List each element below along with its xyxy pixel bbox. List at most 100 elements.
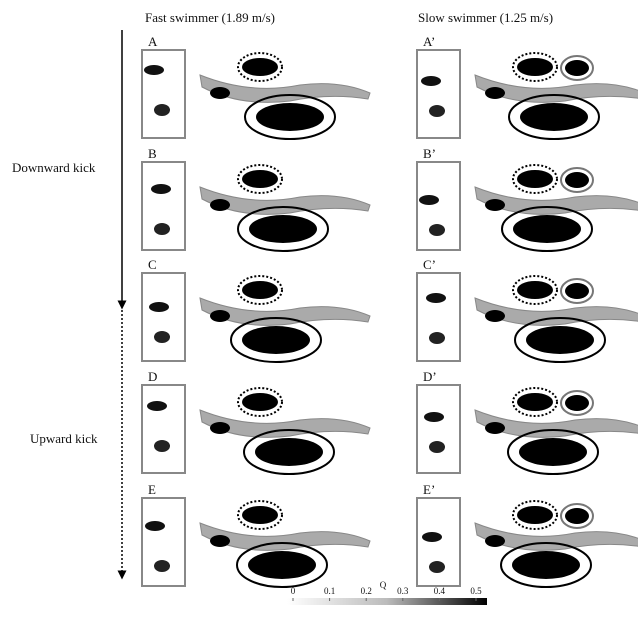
solid-ellipse [501,206,593,252]
vortex [517,506,553,524]
vortex [513,215,581,243]
colorbar-ticks: 0 0.1 0.2 0.3 0.4 0.5 [291,586,482,601]
vortex [429,561,445,573]
gray-ellipse [560,55,594,81]
swimmer [474,186,638,215]
vortex [485,422,505,434]
gray-ellipse [560,167,594,193]
dotted-ellipse [237,387,283,417]
solid-ellipse [508,94,600,140]
inset-box [416,161,461,251]
vortex [565,60,589,76]
colorbar-tick-label: 0.3 [397,586,409,596]
vortex [485,87,505,99]
gray-ellipse [560,278,594,304]
panel-label: B [148,146,157,161]
vortex [565,508,589,524]
colorbar-tick-label: 0 [291,586,296,596]
solid-ellipse [507,429,599,475]
vortex [485,535,505,547]
column-title: Slow swimmer (1.25 m/s) [418,10,553,25]
phase-label: Upward kick [30,431,98,446]
vortex [517,170,553,188]
vortex [512,551,580,579]
vortex [255,438,323,466]
dotted-ellipse [237,500,283,530]
inset-box [141,497,186,587]
swimmer [199,297,371,326]
vortex [210,422,230,434]
panel-label: D [148,369,157,384]
vortex [242,281,278,299]
colorbar-label: Q [380,580,387,590]
dotted-ellipse [512,164,558,194]
inset-box [416,497,461,587]
vortex [426,293,446,303]
colorbar-tick-label: 0.2 [361,586,372,596]
solid-ellipse [500,542,592,588]
vortex [424,412,444,422]
column-title: Fast swimmer (1.89 m/s) [145,10,275,25]
inset-box [416,272,461,362]
inset-box [141,161,186,251]
vortex [242,506,278,524]
solid-ellipse [514,317,606,363]
vortex [520,103,588,131]
vortex [517,281,553,299]
vortex [154,223,170,235]
vortex [429,224,445,236]
solid-ellipse [237,206,329,252]
vortex [248,551,316,579]
vortex [242,58,278,76]
vortex [154,440,170,452]
swimmer [474,522,638,551]
swimmer [199,522,371,551]
swimmer [199,409,371,438]
inset-box [141,384,186,474]
vortex [154,331,170,343]
vortex [429,332,445,344]
vortex [210,199,230,211]
gray-ellipse [560,503,594,529]
inset-box [141,49,186,139]
vortex [422,532,442,542]
swimmer [199,74,371,103]
dotted-ellipse [512,275,558,305]
swimmer [199,186,371,215]
vortex [242,326,310,354]
panel-label: E [148,482,156,497]
vortex [154,560,170,572]
vortex [154,104,170,116]
vortex [256,103,324,131]
swimmer [474,409,638,438]
dotted-ellipse [237,164,283,194]
vortex [565,283,589,299]
vortex [210,310,230,322]
dotted-ellipse [512,387,558,417]
dotted-ellipse [237,52,283,82]
vortex [210,87,230,99]
vortex [249,215,317,243]
inset-box [416,49,461,139]
swimmer [474,74,638,103]
vortex [429,441,445,453]
vortex [145,521,165,531]
solid-ellipse [244,94,336,140]
phase-label: Downward kick [12,160,96,175]
vortex [485,310,505,322]
vortex [421,76,441,86]
vortex [210,535,230,547]
vortex [517,393,553,411]
vortex [151,184,171,194]
vortex [519,438,587,466]
dotted-ellipse [237,275,283,305]
vortex [419,195,439,205]
solid-ellipse [230,317,322,363]
panel-label: E’ [423,482,435,497]
colorbar-tick-label: 0.5 [470,586,482,596]
vortex [144,65,164,75]
panel-label: A [148,34,158,49]
vortex [526,326,594,354]
panels: A B C D E A’ B’ C’ D’ E’ [141,34,638,588]
